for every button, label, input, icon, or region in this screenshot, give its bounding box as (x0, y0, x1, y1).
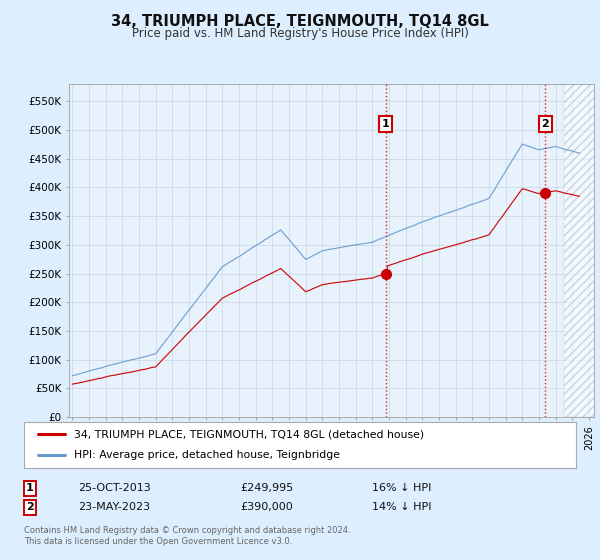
Text: 2: 2 (541, 119, 549, 129)
Text: 1: 1 (26, 483, 34, 493)
Text: 23-MAY-2023: 23-MAY-2023 (78, 502, 150, 512)
Bar (564, 84, 598, 417)
Text: £390,000: £390,000 (240, 502, 293, 512)
Text: 25-OCT-2013: 25-OCT-2013 (78, 483, 151, 493)
Text: 34, TRIUMPH PLACE, TEIGNMOUTH, TQ14 8GL (detached house): 34, TRIUMPH PLACE, TEIGNMOUTH, TQ14 8GL … (74, 429, 424, 439)
Text: £249,995: £249,995 (240, 483, 293, 493)
Text: HPI: Average price, detached house, Teignbridge: HPI: Average price, detached house, Teig… (74, 450, 340, 460)
Text: 16% ↓ HPI: 16% ↓ HPI (372, 483, 431, 493)
Text: 2: 2 (26, 502, 34, 512)
Text: 1: 1 (382, 119, 389, 129)
Text: Price paid vs. HM Land Registry's House Price Index (HPI): Price paid vs. HM Land Registry's House … (131, 27, 469, 40)
Text: This data is licensed under the Open Government Licence v3.0.: This data is licensed under the Open Gov… (24, 537, 292, 546)
Text: Contains HM Land Registry data © Crown copyright and database right 2024.: Contains HM Land Registry data © Crown c… (24, 526, 350, 535)
Text: 34, TRIUMPH PLACE, TEIGNMOUTH, TQ14 8GL: 34, TRIUMPH PLACE, TEIGNMOUTH, TQ14 8GL (111, 14, 489, 29)
Text: 14% ↓ HPI: 14% ↓ HPI (372, 502, 431, 512)
